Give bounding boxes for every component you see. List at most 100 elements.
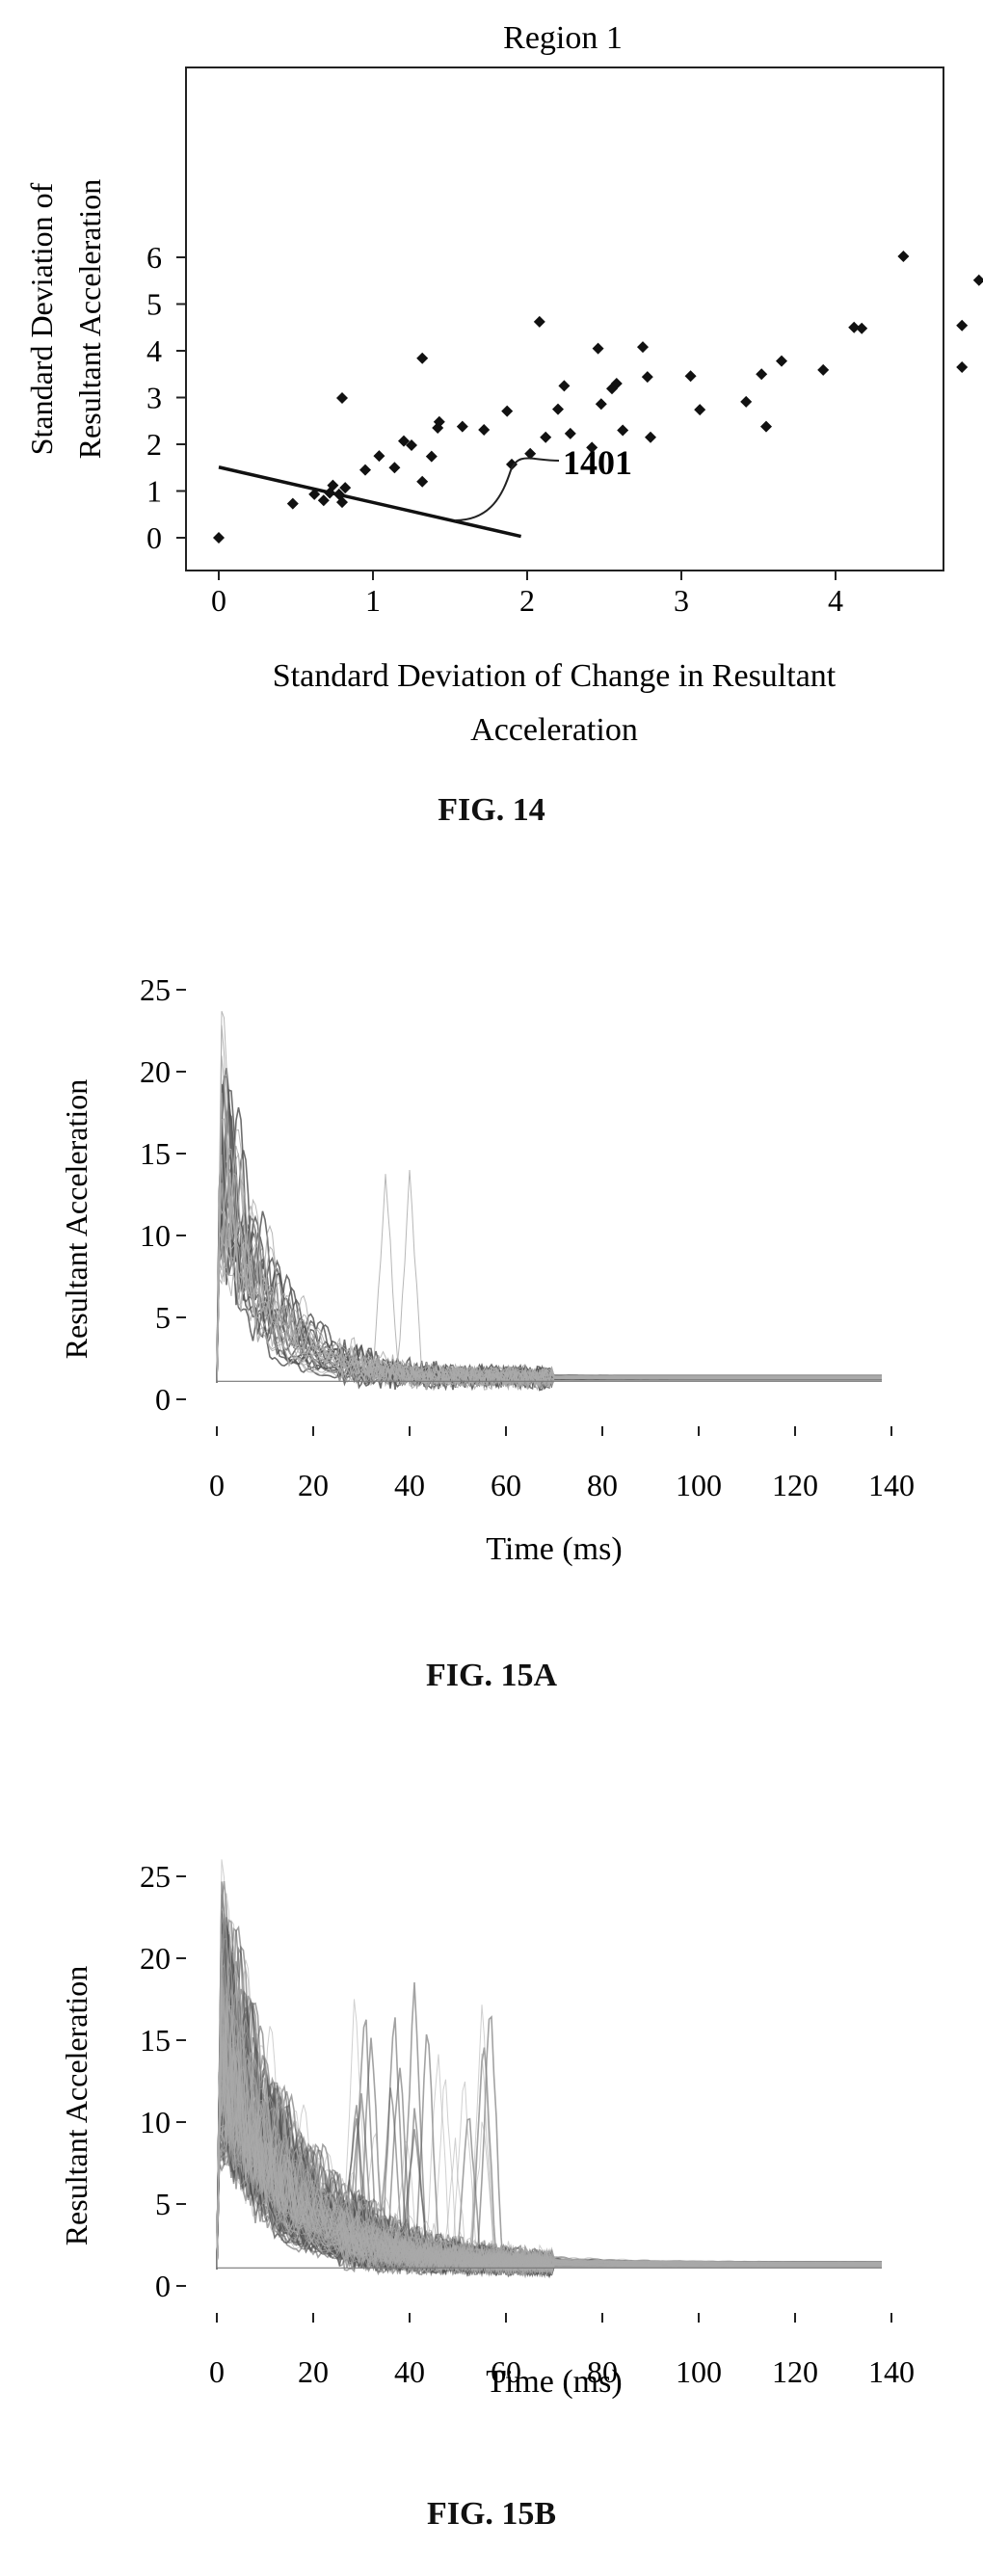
acceleration-trace xyxy=(216,1977,882,2277)
scatter-point xyxy=(416,352,429,364)
scatter-point xyxy=(610,377,623,389)
acceleration-trace xyxy=(216,1985,882,2273)
scatter-point xyxy=(848,321,861,333)
scatter-point xyxy=(336,496,348,509)
y-tick-label: 5 xyxy=(155,2187,171,2221)
scatter-point xyxy=(558,380,571,392)
y-tick-label: 5 xyxy=(155,1300,171,1335)
x-axis-label: Time (ms) xyxy=(486,2364,622,2400)
scatter-point xyxy=(416,475,429,488)
scatter-point xyxy=(506,458,518,470)
x-tick-label: 4 xyxy=(828,583,843,618)
x-tick-label: 40 xyxy=(394,1468,425,1502)
scatter-point xyxy=(501,405,514,417)
x-tick-label: 120 xyxy=(772,2354,818,2389)
scatter-point xyxy=(684,370,697,383)
scatter-point xyxy=(456,420,468,433)
x-axis-label: Time (ms) xyxy=(486,1531,622,1567)
scatter-point xyxy=(533,315,545,328)
scatter-point xyxy=(388,462,401,474)
x-tick-label: 0 xyxy=(209,1468,225,1502)
acceleration-trace xyxy=(216,1976,882,2278)
y-tick-label: 6 xyxy=(146,240,162,275)
acceleration-trace xyxy=(216,1992,882,2275)
scatter-point xyxy=(956,319,969,332)
callout-leader xyxy=(454,457,560,521)
y-tick-label: 0 xyxy=(146,520,162,555)
x-tick-label: 60 xyxy=(491,2354,521,2389)
x-tick-label: 2 xyxy=(519,583,535,618)
acceleration-trace xyxy=(216,2017,883,2271)
x-tick-label: 1 xyxy=(365,583,381,618)
x-tick-label: 0 xyxy=(211,583,226,618)
y-tick-label: 10 xyxy=(140,1218,171,1253)
y-tick-label: 25 xyxy=(140,972,171,1007)
scatter-point xyxy=(540,431,552,443)
scatter-point xyxy=(336,391,348,404)
scatter-point xyxy=(740,395,753,408)
scatter-point xyxy=(286,497,299,510)
scatter-point xyxy=(972,274,983,286)
y-axis-label: Resultant Acceleration xyxy=(59,1079,93,1360)
x-axis-label-line-1: Standard Deviation of Change in Resultan… xyxy=(273,658,837,694)
scatter-point xyxy=(359,464,371,476)
x-axis-ticks: 0 20 40 60 80 100 120 140 xyxy=(209,2313,915,2389)
scatter-point xyxy=(398,435,410,447)
scatter-point xyxy=(817,363,830,376)
scatter-point xyxy=(637,341,649,354)
scatter-point xyxy=(776,355,787,367)
fig15b-line-chart: 0 5 10 15 20 25 0 20 40 60 80 100 120 140 Resultant … xyxy=(59,1859,915,2400)
y-axis-ticks: 0 5 10 15 20 25 xyxy=(140,1859,186,2303)
x-tick-label: 0 xyxy=(209,2354,225,2389)
y-tick-label: 3 xyxy=(146,381,162,415)
scatter-point xyxy=(617,424,629,437)
y-tick-label: 5 xyxy=(146,287,162,322)
acceleration-trace xyxy=(216,1165,882,1393)
acceleration-trace xyxy=(216,1055,882,1385)
scatter-point xyxy=(373,450,385,463)
x-tick-label: 3 xyxy=(674,583,689,618)
scatter-point xyxy=(339,482,352,494)
x-tick-label: 140 xyxy=(868,1468,915,1502)
acceleration-trace xyxy=(216,1092,882,1388)
x-tick-label: 100 xyxy=(676,2354,722,2389)
scatter-point xyxy=(595,398,607,411)
y-tick-label: 1 xyxy=(146,474,162,509)
x-tick-label: 60 xyxy=(491,1468,521,1502)
acceleration-trace xyxy=(216,1182,882,1388)
scatter-point xyxy=(897,251,910,263)
scatter-point xyxy=(317,494,330,507)
fig14-caption: FIG. 14 xyxy=(438,792,545,828)
scatter-point xyxy=(760,420,772,433)
y-axis-label-line-2: Resultant Acceleration xyxy=(72,179,107,460)
x-tick-label: 100 xyxy=(676,1468,722,1502)
y-tick-label: 20 xyxy=(140,1054,171,1089)
x-tick-label: 40 xyxy=(394,2354,425,2389)
chart-title: Region 1 xyxy=(503,20,623,56)
callout-label: 1401 xyxy=(563,443,632,482)
scatter-point xyxy=(478,423,491,436)
x-tick-label: 20 xyxy=(298,1468,329,1502)
y-tick-label: 0 xyxy=(155,2269,171,2303)
scatter-point xyxy=(756,368,768,381)
scatter-points xyxy=(213,251,983,544)
acceleration-trace xyxy=(216,1967,882,2271)
acceleration-trace xyxy=(216,2035,882,2271)
plot-frame xyxy=(185,66,944,571)
y-tick-label: 25 xyxy=(140,1859,171,1894)
acceleration-trace xyxy=(216,1129,882,1388)
y-tick-label: 2 xyxy=(146,427,162,462)
acceleration-trace xyxy=(216,1106,882,1385)
fig15a-caption: FIG. 15A xyxy=(426,1658,557,1693)
scatter-point xyxy=(592,342,604,355)
scatter-point xyxy=(956,360,969,373)
scatter-point xyxy=(552,403,564,415)
y-axis-ticks: 0 1 2 3 4 5 6 xyxy=(146,240,186,555)
acceleration-traces xyxy=(216,1859,883,2279)
x-axis-ticks: 0 20 40 60 80 100 120 140 xyxy=(209,1426,915,1502)
x-tick-label: 140 xyxy=(868,2354,915,2389)
y-axis-label: Resultant Acceleration xyxy=(59,1966,93,2246)
y-tick-label: 4 xyxy=(146,333,162,368)
y-axis-ticks: 0 5 10 15 20 25 xyxy=(140,972,186,1417)
